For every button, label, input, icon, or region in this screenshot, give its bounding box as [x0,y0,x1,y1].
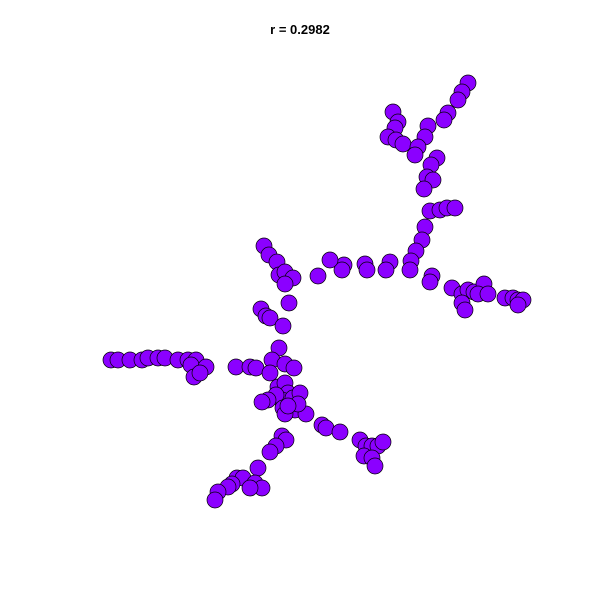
scatter-point [421,273,439,291]
scatter-point [333,261,351,279]
scatter-point [406,146,424,164]
scatter-point [317,419,335,437]
scatter-point [358,261,376,279]
scatter-point [309,267,327,285]
scatter-point [479,285,497,303]
scatter-point [456,301,474,319]
scatter-point [331,423,349,441]
scatter-point [435,111,453,129]
scatter-point [261,309,279,327]
scatter-point [366,457,384,475]
scatter-point [191,364,209,382]
scatter-point [261,443,279,461]
scatter-point [377,261,395,279]
scatter-point [449,91,467,109]
scatter-point [321,251,339,269]
scatter-point [227,358,245,376]
scatter-point [249,459,267,477]
scatter-point [401,261,419,279]
scatter-point [206,491,224,509]
scatter-point [261,364,279,382]
scatter-point [274,317,292,335]
scatter-point [394,135,412,153]
scatter-point [241,479,259,497]
scatter-point [374,433,392,451]
scatter-point [446,199,464,217]
scatter-point [280,294,298,312]
scatter-point [509,296,527,314]
scatter-points [102,74,532,509]
scatter-point [247,359,265,377]
scatter-point [276,275,294,293]
scatter-point [279,397,297,415]
scatter-point [285,359,303,377]
scatter-point [415,180,433,198]
scatter-point [253,393,271,411]
chart-title: r = 0.2982 [270,22,330,37]
